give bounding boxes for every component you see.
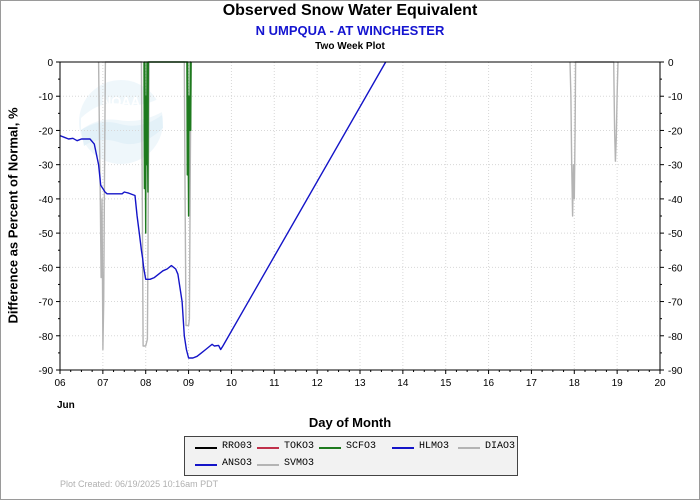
x-tick-label: 14 [397,378,409,389]
legend: RRO03 TOKO3 SCFO3 HLMO3 DIAO3 ANSO3 SVMO3 [184,436,518,476]
y-tick-label-left: -10 [39,92,54,103]
y-tick-label-right: -90 [668,366,683,377]
series-line-hlmo3 [59,61,387,359]
legend-label: SVMO3 [284,458,315,469]
legend-label: ANSO3 [222,458,253,469]
legend-swatch [257,464,279,466]
y-tick-label-left: -40 [39,195,54,206]
y-tick-label-right: -60 [668,263,683,274]
legend-label: TOKO3 [284,441,315,452]
x-tick-label: 12 [312,378,324,389]
legend-label: RRO03 [222,441,253,452]
x-axis-label: Day of Month [308,415,392,430]
y-tick-label-right: -10 [668,92,683,103]
plot-description: Two Week Plot [315,41,385,52]
y-tick-label-right: -30 [668,161,683,172]
x-tick-label: 15 [440,378,452,389]
legend-swatch [257,447,279,449]
svg-text:NOAA: NOAA [102,94,141,109]
legend-swatch [195,464,217,466]
x-tick-label: 18 [569,378,581,389]
legend-label: DIAO3 [485,441,516,452]
chart-title: Observed Snow Water Equivalent [222,2,478,19]
series-line-svmo3 [97,61,192,351]
legend-label: SCFO3 [346,441,377,452]
y-tick-label-right: -70 [668,298,683,309]
chart-subtitle: N UMPQUA - AT WINCHESTER [255,23,445,38]
x-tick-label: 20 [654,378,666,389]
x-tick-label: 10 [226,378,238,389]
x-tick-label: 16 [483,378,495,389]
y-tick-label-left: -60 [39,263,54,274]
y-tick-label-left: -50 [39,229,54,240]
x-tick-label: 13 [354,378,366,389]
x-tick-label: 09 [183,378,195,389]
legend-swatch [319,447,341,449]
legend-swatch [392,447,414,449]
legend-label: HLMO3 [419,441,450,452]
y-tick-label-left: 0 [47,58,53,69]
y-tick-label-left: -70 [39,298,54,309]
noaa-logo-watermark: NOAA [79,80,163,164]
y-tick-label-left: -20 [39,126,54,137]
x-tick-label: 06 [54,378,66,389]
x-tick-label: 08 [140,378,152,389]
x-tick-label: 19 [612,378,624,389]
series-layer [59,61,619,359]
x-tick-label: 11 [269,378,280,389]
y-tick-label-left: -80 [39,332,54,343]
legend-swatch [195,447,217,449]
y-tick-label-right: -40 [668,195,683,206]
x-tick-label: 07 [97,378,109,389]
y-tick-label-left: -90 [39,366,54,377]
month-label: Jun [57,400,75,411]
footer-credit: Plot Created: 06/19/2025 10:16am PDT [60,479,219,489]
legend-swatch [458,447,480,449]
y-tick-label-right: -20 [668,126,683,137]
y-tick-label-right: -80 [668,332,683,343]
axes: 06 07 08 09 10 11 12 13 14 15 16 17 18 19 20 0 0 -10 -10 -2… [39,58,683,389]
series-line-diao3 [569,61,619,217]
y-tick-label-right: -50 [668,229,683,240]
x-tick-label: 17 [526,378,538,389]
y-tick-label-left: -30 [39,161,54,172]
y-tick-label-right: 0 [668,58,674,69]
